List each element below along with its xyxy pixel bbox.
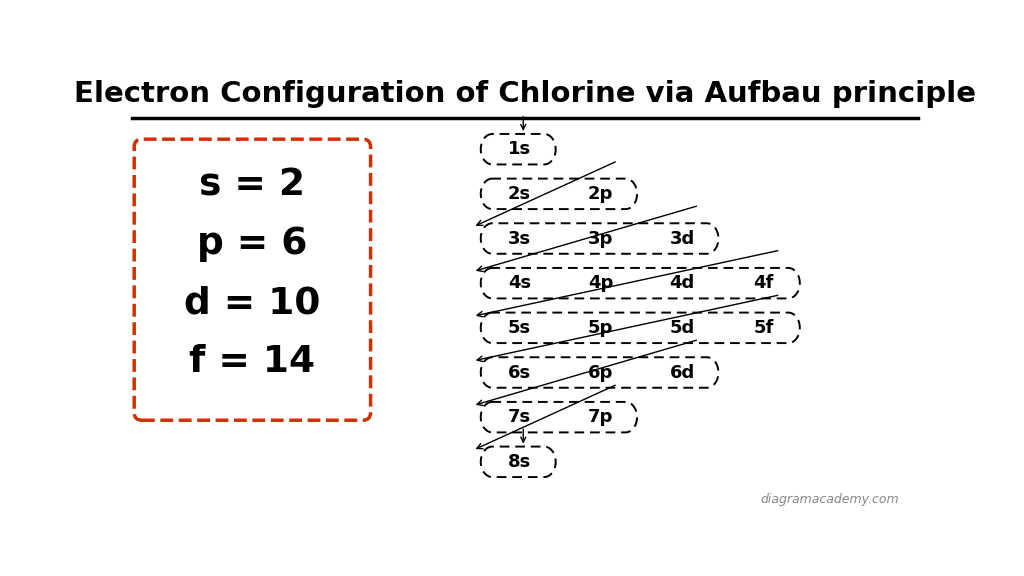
Text: 3s: 3s <box>508 229 530 248</box>
Text: 5s: 5s <box>508 319 530 337</box>
Text: s = 2: s = 2 <box>200 168 305 203</box>
Text: 5d: 5d <box>670 319 694 337</box>
Text: 6d: 6d <box>670 363 694 381</box>
Text: 3p: 3p <box>588 229 613 248</box>
Text: 7p: 7p <box>588 408 613 426</box>
Text: 7s: 7s <box>508 408 530 426</box>
Text: Electron Configuration of Chlorine via Aufbau principle: Electron Configuration of Chlorine via A… <box>74 80 976 108</box>
Text: 4p: 4p <box>588 274 613 292</box>
Text: p = 6: p = 6 <box>198 226 307 263</box>
Text: 6s: 6s <box>508 363 530 381</box>
Text: 5f: 5f <box>754 319 774 337</box>
Text: diagramacademy.com: diagramacademy.com <box>761 494 899 506</box>
Text: 8s: 8s <box>508 453 531 471</box>
Text: 6p: 6p <box>588 363 613 381</box>
Text: f = 14: f = 14 <box>189 344 315 381</box>
Text: 4s: 4s <box>508 274 530 292</box>
Text: 2p: 2p <box>588 185 613 203</box>
Text: 3d: 3d <box>670 229 694 248</box>
Text: 4d: 4d <box>670 274 694 292</box>
Text: 2s: 2s <box>508 185 530 203</box>
FancyBboxPatch shape <box>134 139 371 420</box>
Text: 1s: 1s <box>508 140 530 158</box>
Text: 5p: 5p <box>588 319 613 337</box>
Text: d = 10: d = 10 <box>184 286 321 321</box>
Text: 4f: 4f <box>754 274 774 292</box>
